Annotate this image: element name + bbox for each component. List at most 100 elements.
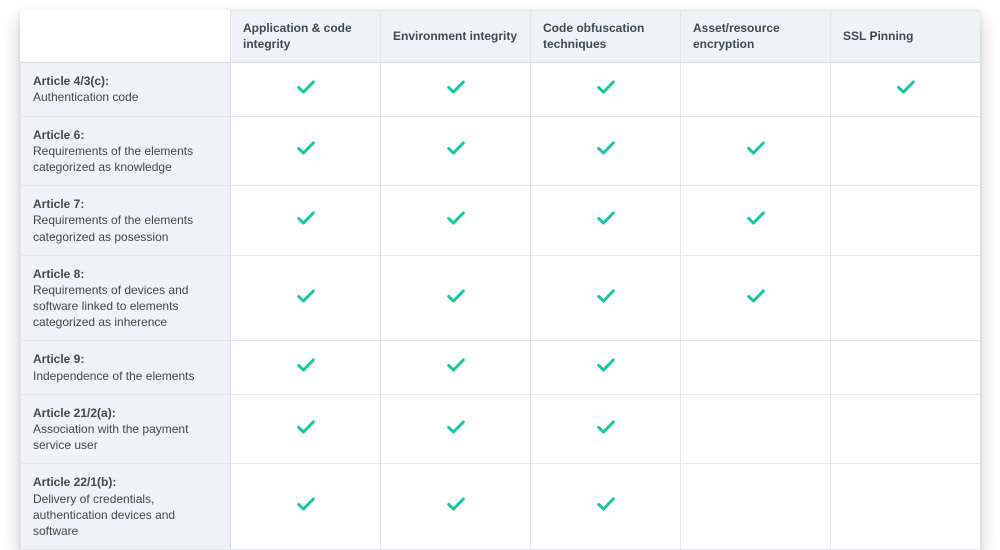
row-desc: Requirements of the elements categorized… — [33, 144, 193, 174]
table-row: Article 22/1(b):Delivery of credentials,… — [21, 464, 981, 550]
check-icon — [445, 493, 467, 515]
row-desc: Independence of the elements — [33, 369, 194, 383]
table-row: Article 4/3(c):Authentication code — [21, 63, 981, 116]
row-title: Article 4/3(c): — [33, 73, 218, 89]
row-header: Article 9: Independence of the elements — [21, 341, 231, 394]
table-cell — [231, 116, 381, 186]
row-title: Article 21/2(a): — [33, 405, 218, 421]
row-header: Article 6:Requirements of the elements c… — [21, 116, 231, 186]
table-cell — [231, 63, 381, 116]
table-cell — [831, 186, 981, 256]
col-header-label: SSL Pinning — [843, 29, 913, 43]
table-cell — [531, 116, 681, 186]
table-cell — [381, 63, 531, 116]
table-cell — [381, 186, 531, 256]
table-cell — [381, 394, 531, 464]
table-cell — [681, 63, 831, 116]
table-cell — [231, 341, 381, 394]
table-row: Article 6:Requirements of the elements c… — [21, 116, 981, 186]
col-header: Code obfuscation techniques — [531, 11, 681, 63]
col-header: Environment integrity — [381, 11, 531, 63]
table-cell — [831, 394, 981, 464]
table-cell — [531, 394, 681, 464]
row-title: Article 8: — [33, 266, 218, 282]
row-header: Article 7:Requirements of the elements c… — [21, 186, 231, 256]
check-icon — [595, 285, 617, 307]
row-desc: Requirements of the elements categorized… — [33, 213, 193, 243]
table-row: Article 21/2(a):Association with the pay… — [21, 394, 981, 464]
table-cell — [831, 341, 981, 394]
table-cell — [681, 464, 831, 550]
check-icon — [445, 207, 467, 229]
row-header: Article 22/1(b):Delivery of credentials,… — [21, 464, 231, 550]
check-icon — [295, 354, 317, 376]
row-header: Article 4/3(c):Authentication code — [21, 63, 231, 116]
check-icon — [295, 416, 317, 438]
table-cell — [681, 116, 831, 186]
table-cell — [531, 464, 681, 550]
row-desc: Association with the payment service use… — [33, 422, 188, 452]
table-cell — [231, 186, 381, 256]
check-icon — [445, 76, 467, 98]
check-icon — [445, 137, 467, 159]
table-cell — [381, 464, 531, 550]
check-icon — [295, 285, 317, 307]
col-header: SSL Pinning — [831, 11, 981, 63]
row-desc: Requirements of devices and software lin… — [33, 283, 188, 329]
table-cell — [831, 116, 981, 186]
table-row: Article 9: Independence of the elements — [21, 341, 981, 394]
check-icon — [295, 207, 317, 229]
table-cell — [231, 464, 381, 550]
row-header: Article 21/2(a):Association with the pay… — [21, 394, 231, 464]
table-cell — [681, 186, 831, 256]
check-icon — [295, 493, 317, 515]
col-header-label: Application & code integrity — [243, 21, 352, 51]
check-icon — [895, 76, 917, 98]
col-header-label: Code obfuscation techniques — [543, 21, 644, 51]
col-header-label: Asset/resource encryption — [693, 21, 780, 51]
check-icon — [445, 416, 467, 438]
check-icon — [595, 137, 617, 159]
check-icon — [595, 76, 617, 98]
table-cell — [381, 341, 531, 394]
table-cell — [681, 255, 831, 341]
table-cell — [231, 255, 381, 341]
table-cell — [381, 116, 531, 186]
table-cell — [831, 255, 981, 341]
table-cell — [831, 464, 981, 550]
row-title: Article 9: — [33, 351, 218, 367]
table-row: Article 7:Requirements of the elements c… — [21, 186, 981, 256]
table-cell — [531, 186, 681, 256]
check-icon — [445, 285, 467, 307]
check-icon — [595, 493, 617, 515]
row-desc: Authentication code — [33, 90, 138, 104]
check-icon — [595, 416, 617, 438]
row-desc: Delivery of credentials, authentication … — [33, 492, 175, 538]
compliance-table: Application & code integrity Environment… — [20, 10, 980, 550]
table-corner-blank — [21, 11, 231, 63]
check-icon — [595, 207, 617, 229]
check-icon — [745, 137, 767, 159]
table-cell — [681, 341, 831, 394]
row-title: Article 6: — [33, 127, 218, 143]
check-icon — [595, 354, 617, 376]
table-header-row: Application & code integrity Environment… — [21, 11, 981, 63]
table-cell — [831, 63, 981, 116]
table-cell — [381, 255, 531, 341]
table-cell — [531, 255, 681, 341]
check-icon — [295, 76, 317, 98]
table-body: Article 4/3(c):Authentication codeArticl… — [21, 63, 981, 550]
row-title: Article 7: — [33, 196, 218, 212]
check-icon — [295, 137, 317, 159]
table-row: Article 8:Requirements of devices and so… — [21, 255, 981, 341]
check-icon — [445, 354, 467, 376]
check-icon — [745, 285, 767, 307]
table-cell — [681, 394, 831, 464]
table-cell — [531, 341, 681, 394]
col-header: Application & code integrity — [231, 11, 381, 63]
col-header-label: Environment integrity — [393, 29, 517, 43]
table-cell — [531, 63, 681, 116]
col-header: Asset/resource encryption — [681, 11, 831, 63]
table-cell — [231, 394, 381, 464]
compliance-table-card: Application & code integrity Environment… — [20, 10, 980, 550]
